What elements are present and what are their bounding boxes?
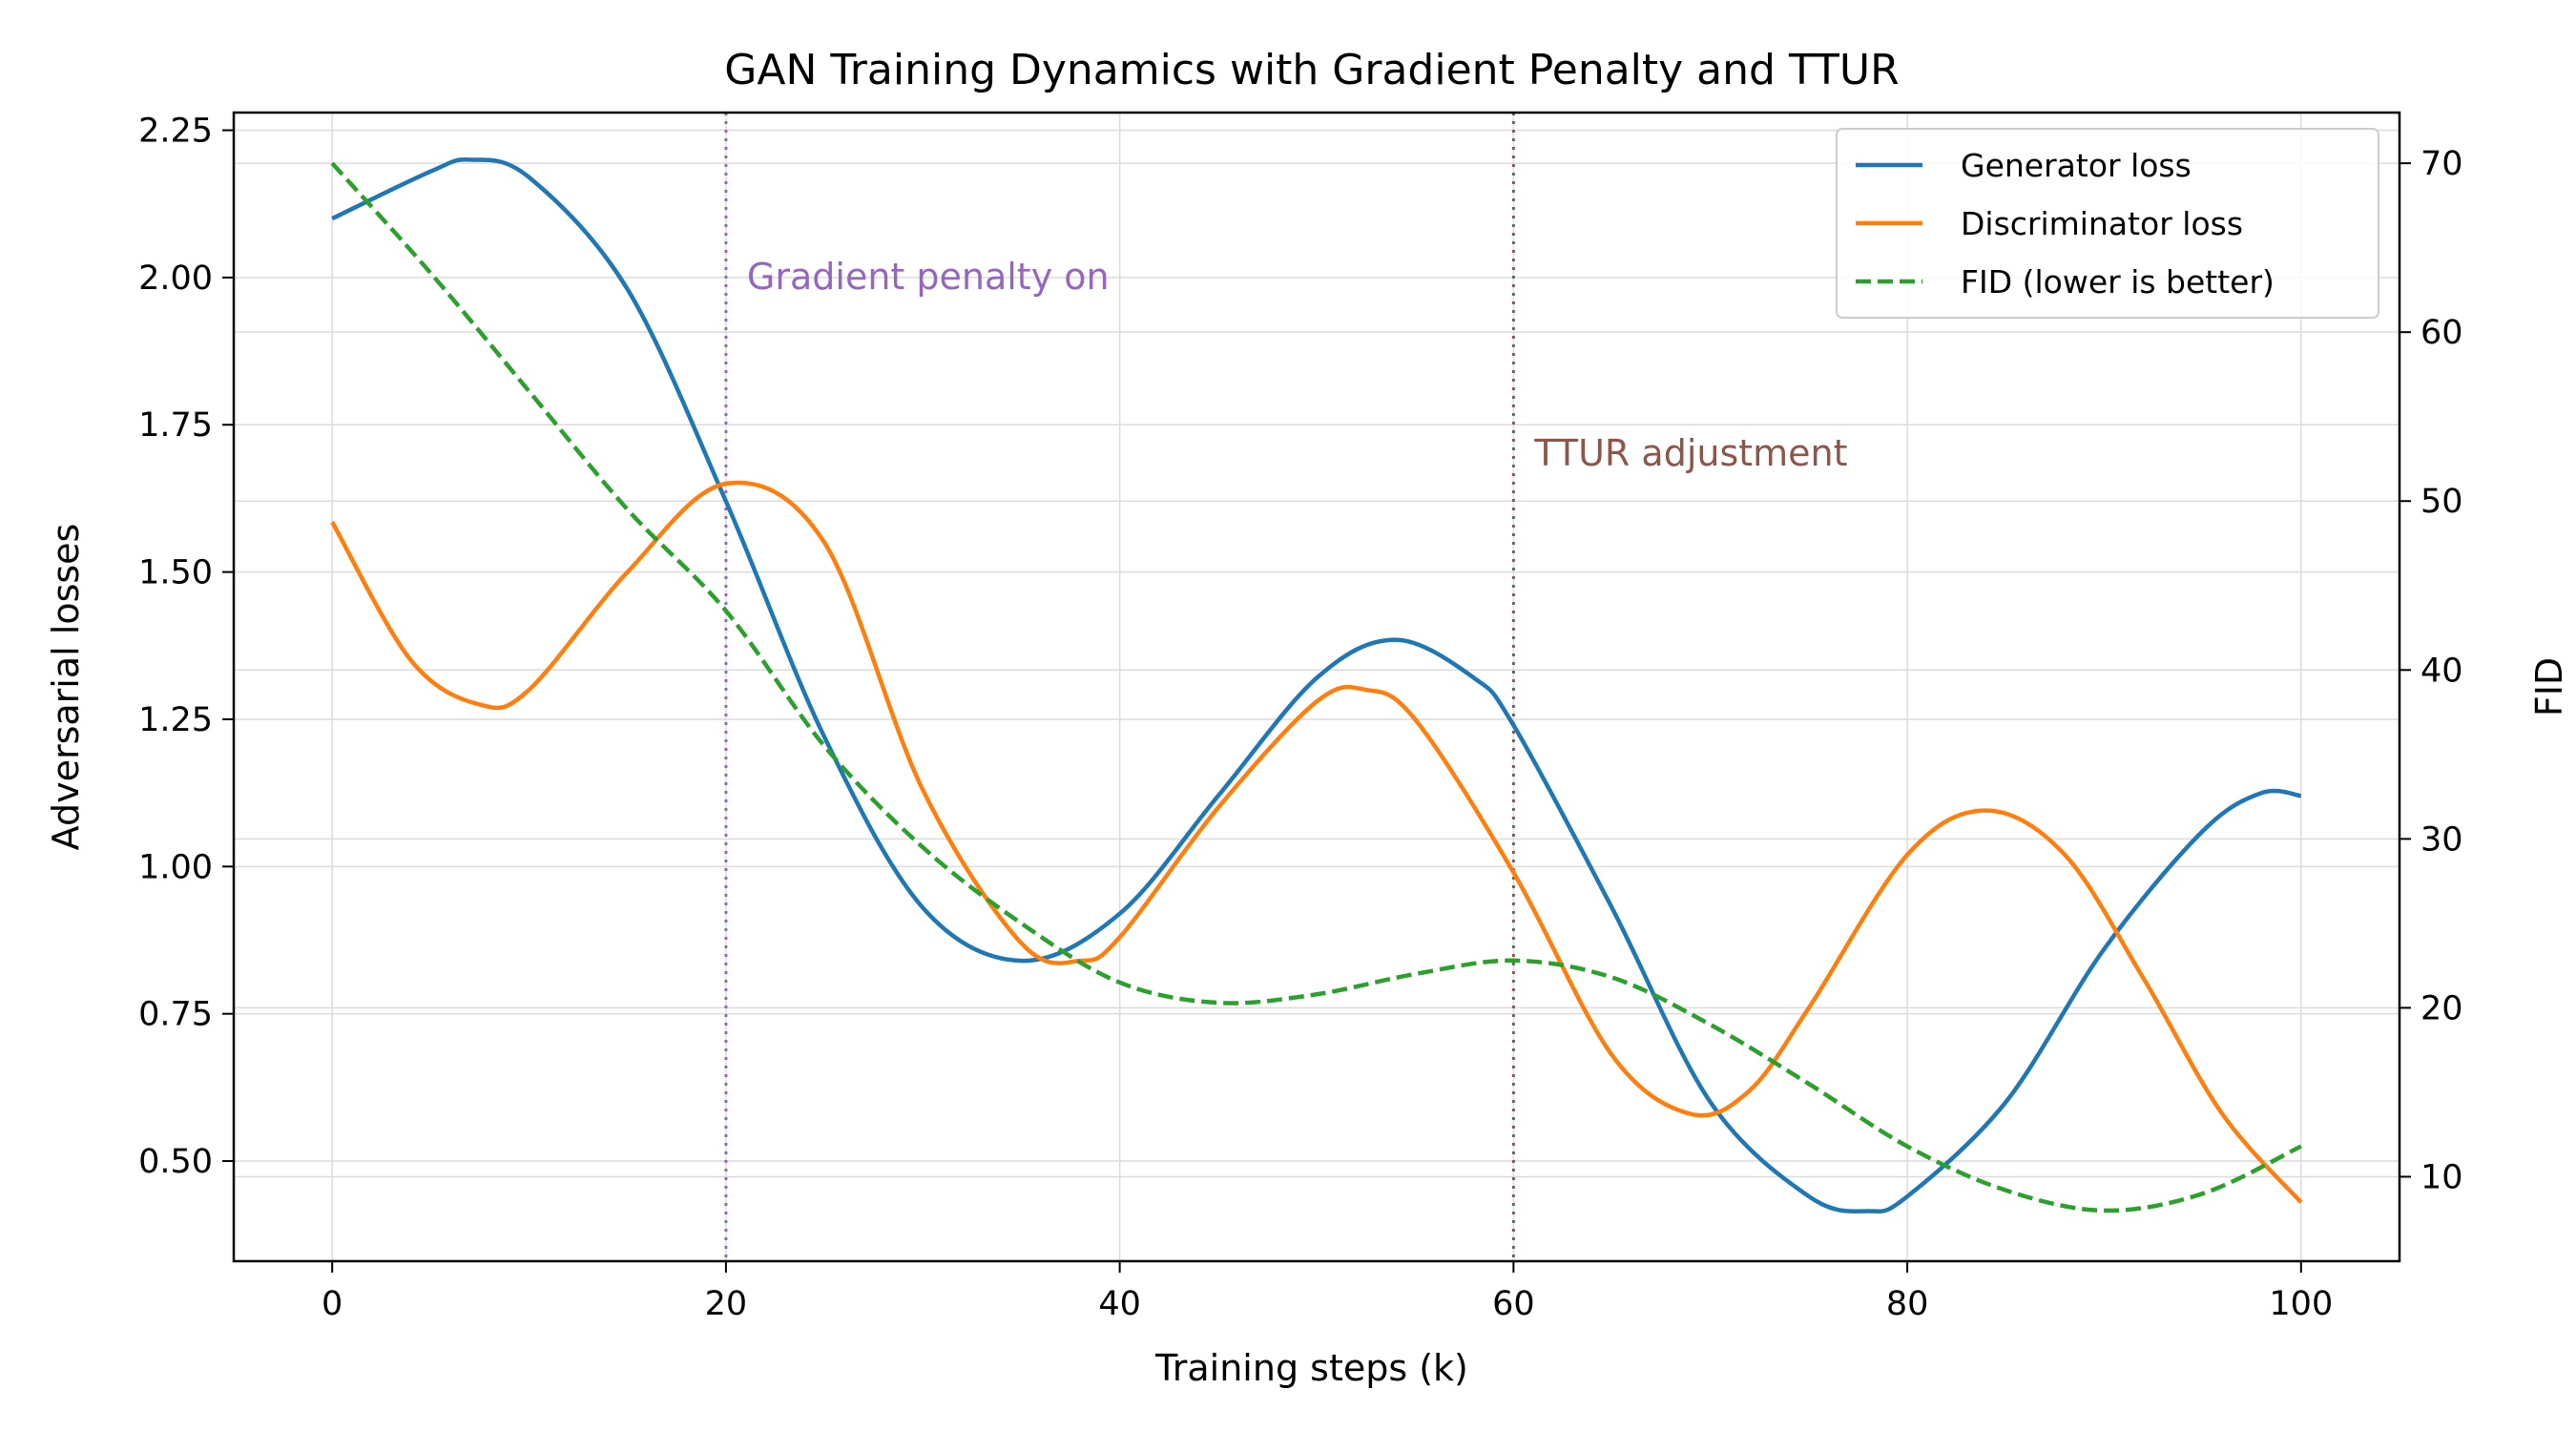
- legend-label-discriminator: Discriminator loss: [1961, 205, 2243, 242]
- y2-tick-label: 70: [2420, 145, 2463, 183]
- y-axis-label: Adversarial losses: [45, 524, 87, 851]
- x-tick-label: 20: [705, 1285, 748, 1323]
- x-tick-label: 0: [322, 1285, 343, 1323]
- series-layer: [330, 156, 2303, 1214]
- y2-tick-label: 40: [2420, 652, 2463, 690]
- annotation-label-0: Gradient penalty on: [747, 256, 1110, 298]
- y-tick-label: 0.50: [138, 1143, 213, 1181]
- y2-axis-label: FID: [2528, 657, 2570, 716]
- legend-label-fid: FID (lower is better): [1961, 263, 2275, 301]
- y2-tick-label: 30: [2420, 820, 2463, 859]
- series-line-discriminator: [330, 480, 2303, 1204]
- x-tick-label: 80: [1886, 1285, 1929, 1323]
- chart-title: GAN Training Dynamics with Gradient Pena…: [724, 46, 1899, 94]
- x-axis-ticks: 0 20 40 60 80 100: [322, 1261, 2333, 1323]
- y-axis-ticks: 0.50 0.75 1.00 1.25 1.50 1.75 2.00 2.25: [138, 113, 234, 1181]
- annotation-label-1: TTUR adjustment: [1533, 432, 1847, 474]
- y2-tick-label: 20: [2420, 989, 2463, 1027]
- y2-tick-label: 50: [2420, 483, 2463, 521]
- legend-label-generator: Generator loss: [1961, 147, 2192, 184]
- annotations: Gradient penalty on TTUR adjustment: [724, 113, 1848, 1261]
- x-tick-label: 60: [1492, 1285, 1535, 1323]
- grid: [234, 113, 2399, 1261]
- legend-box: [1836, 128, 2379, 319]
- y-tick-label: 2.25: [138, 113, 213, 151]
- y-tick-label: 2.00: [138, 259, 213, 298]
- y-tick-label: 1.00: [138, 848, 213, 886]
- y-tick-label: 1.25: [138, 701, 213, 739]
- x-tick-label: 40: [1098, 1285, 1141, 1323]
- y-tick-label: 1.75: [138, 406, 213, 445]
- legend: Generator loss Discriminator loss FID (l…: [1836, 128, 2379, 319]
- y-tick-label: 0.75: [138, 996, 213, 1034]
- y2-tick-label: 10: [2420, 1158, 2463, 1196]
- y2-tick-label: 60: [2420, 314, 2463, 352]
- y2-axis-ticks: 10 20 30 40 50 60 70: [2399, 145, 2463, 1196]
- x-axis-label: Training steps (k): [1154, 1347, 1468, 1389]
- series-line-generator: [331, 156, 2302, 1214]
- y-tick-label: 1.50: [138, 554, 213, 592]
- plot-area-frame: [232, 111, 2401, 1263]
- x-tick-label: 100: [2269, 1285, 2333, 1323]
